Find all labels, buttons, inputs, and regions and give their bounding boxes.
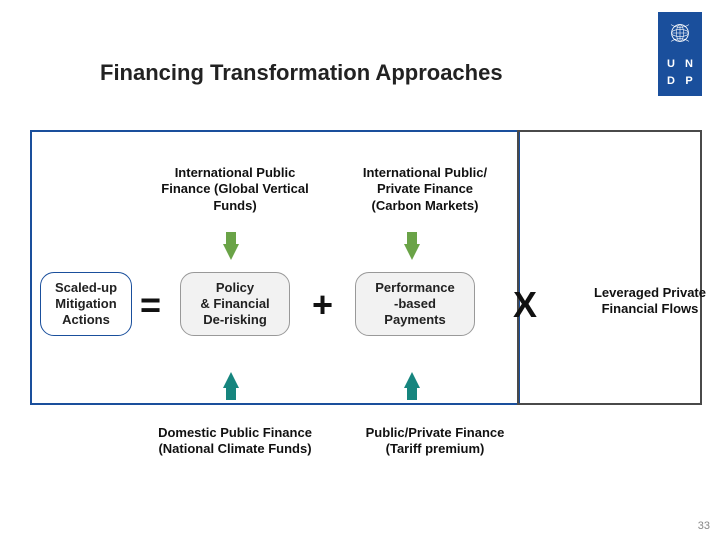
box-performance-pay: Performance-basedPayments — [355, 272, 475, 336]
arrow-down-icon — [404, 244, 420, 260]
arrow-stem — [407, 232, 417, 244]
operator-multiply: X — [513, 284, 537, 326]
undp-letter: N — [681, 59, 697, 74]
operator-equals: = — [140, 284, 161, 326]
box-scaled-actions: Scaled-upMitigationActions — [40, 272, 132, 336]
page-title: Financing Transformation Approaches — [100, 60, 503, 86]
arrow-up-icon — [404, 372, 420, 388]
arrow-stem — [226, 388, 236, 400]
leveraged-flows-frame — [517, 130, 702, 405]
undp-letter: D — [663, 76, 679, 91]
label-carbon-markets: International Public/Private Finance(Car… — [340, 165, 510, 214]
undp-letter: U — [663, 59, 679, 74]
operator-plus: + — [312, 284, 333, 326]
undp-letter: P — [681, 76, 697, 91]
label-tariff-premium: Public/Private Finance(Tariff premium) — [345, 425, 525, 458]
undp-logo: U N D P — [658, 12, 702, 96]
label-leveraged-private: Leveraged PrivateFinancial Flows — [570, 285, 720, 318]
undp-letters: U N D P — [658, 54, 702, 96]
label-intl-public-funds: International PublicFinance (Global Vert… — [150, 165, 320, 214]
arrow-stem — [226, 232, 236, 244]
label-domestic-public: Domestic Public Finance(National Climate… — [140, 425, 330, 458]
arrow-stem — [407, 388, 417, 400]
page-number: 33 — [698, 520, 710, 532]
box-policy-derisking: Policy& FinancialDe-risking — [180, 272, 290, 336]
undp-globe-icon — [658, 12, 702, 54]
arrow-up-icon — [223, 372, 239, 388]
arrow-down-icon — [223, 244, 239, 260]
